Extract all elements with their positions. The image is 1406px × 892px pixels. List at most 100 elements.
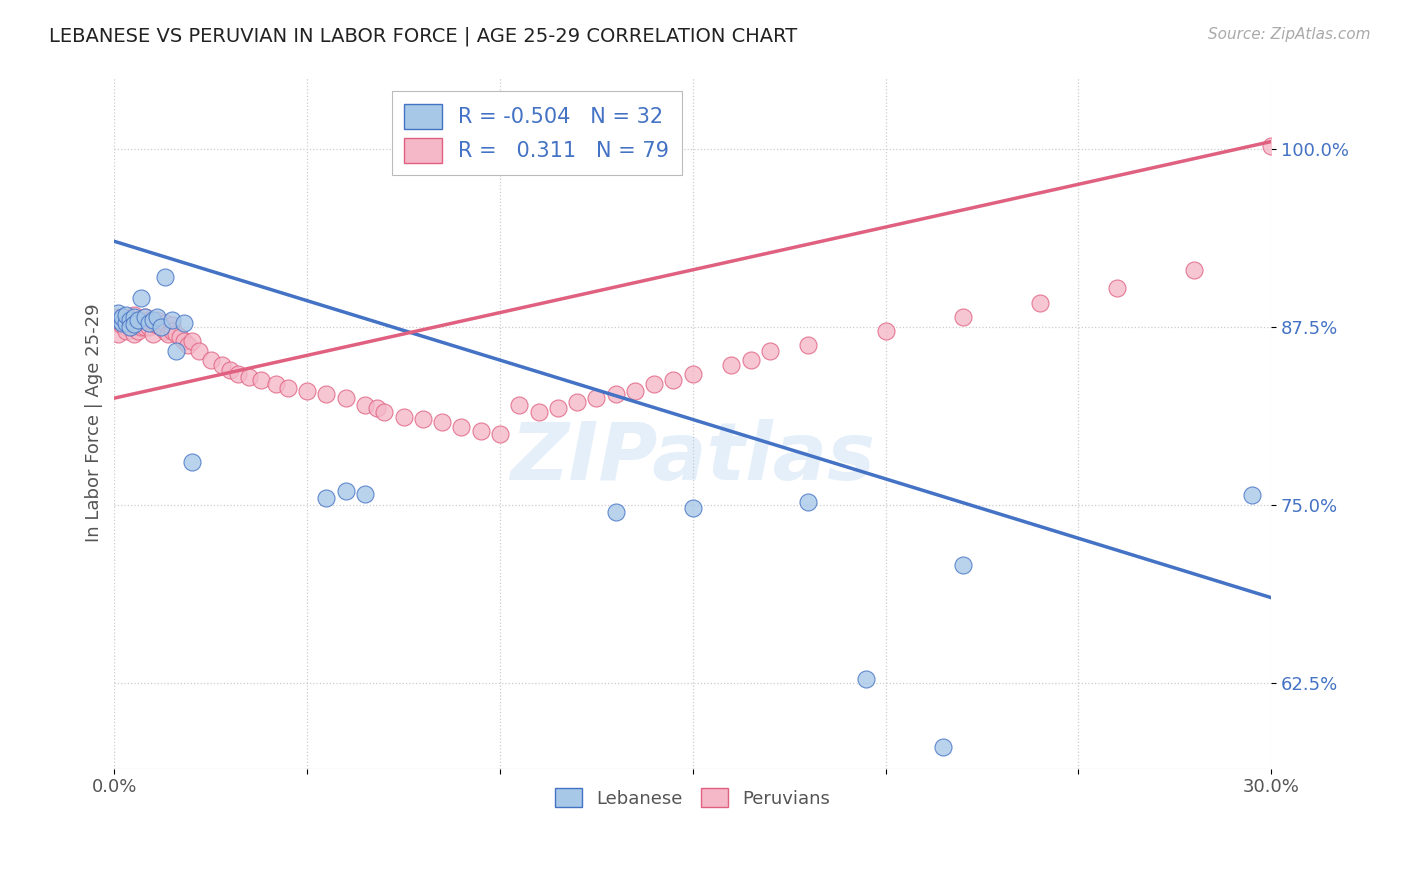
Point [470,424,492,438]
Point [134,310,156,324]
Point [875,324,897,338]
Point [1240,488,1263,502]
Point [134,310,156,324]
Point [142,312,165,326]
Point [373,405,395,419]
Point [662,373,685,387]
Point [335,391,357,405]
Point [180,455,202,469]
Point [149,319,172,334]
Point [138,316,160,330]
Point [142,316,165,330]
Text: Source: ZipAtlas.com: Source: ZipAtlas.com [1208,27,1371,42]
Point [107,316,129,330]
Point [797,338,820,352]
Point [138,319,160,334]
Point [238,369,260,384]
Point [146,310,169,324]
Point [115,312,138,326]
Point [354,486,377,500]
Point [173,334,195,348]
Point [430,415,453,429]
Point [165,326,187,341]
Point [127,324,149,338]
Point [720,359,742,373]
Point [134,319,156,334]
Point [111,310,134,324]
Point [932,740,955,755]
Text: ZIPatlas: ZIPatlas [510,418,876,497]
Point [127,312,149,326]
Point [1260,139,1282,153]
Point [173,316,195,330]
Point [153,269,176,284]
Point [392,409,415,424]
Point [115,316,138,330]
Point [366,401,388,415]
Point [157,326,180,341]
Point [118,310,141,324]
Point [508,398,530,412]
Point [1182,263,1205,277]
Point [682,500,704,515]
Point [107,312,129,326]
Point [122,317,145,331]
Point [740,352,762,367]
Point [138,312,160,326]
Point [131,319,153,334]
Point [277,381,299,395]
Point [250,373,273,387]
Point [855,672,877,686]
Point [1029,295,1052,310]
Point [565,395,588,409]
Point [122,309,145,323]
Point [200,352,222,367]
Point [527,405,550,419]
Point [118,316,141,330]
Point [127,318,149,333]
Point [127,312,149,326]
Point [122,326,145,341]
Point [149,319,172,334]
Point [180,334,202,348]
Point [176,338,198,352]
Point [211,359,233,373]
Point [643,376,665,391]
Point [547,401,569,415]
Point [682,367,704,381]
Text: LEBANESE VS PERUVIAN IN LABOR FORCE | AGE 25-29 CORRELATION CHART: LEBANESE VS PERUVIAN IN LABOR FORCE | AG… [49,27,797,46]
Point [107,326,129,341]
Point [315,387,337,401]
Point [122,316,145,330]
Point [146,318,169,333]
Point [118,312,141,326]
Point [111,316,134,330]
Point [1105,281,1128,295]
Legend: Lebanese, Peruvians: Lebanese, Peruvians [548,780,838,815]
Point [624,384,647,398]
Point [153,324,176,338]
Point [226,367,249,381]
Point [266,376,288,391]
Point [142,326,165,341]
Point [489,426,512,441]
Point [219,362,242,376]
Point [605,387,627,401]
Point [115,319,138,334]
Y-axis label: In Labor Force | Age 25-29: In Labor Force | Age 25-29 [86,304,103,542]
Point [952,310,974,324]
Point [118,319,141,334]
Point [188,344,211,359]
Point [165,344,187,359]
Point [169,330,191,344]
Point [759,344,782,359]
Point [153,316,176,330]
Point [295,384,318,398]
Point [450,419,472,434]
Point [412,412,434,426]
Point [162,312,184,326]
Point [605,505,627,519]
Point [122,310,145,324]
Point [107,310,129,324]
Point [107,305,129,319]
